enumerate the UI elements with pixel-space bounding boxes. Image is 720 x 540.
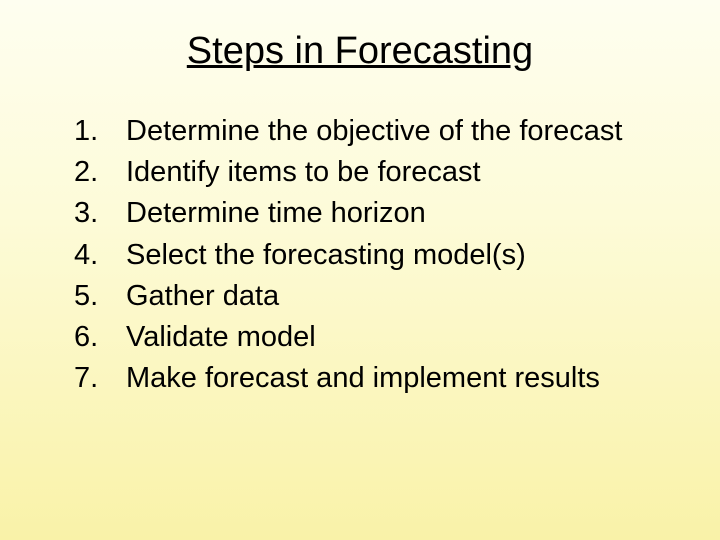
item-number: 6. <box>70 317 126 358</box>
list-item: 3. Determine time horizon <box>70 193 670 234</box>
item-text: Determine time horizon <box>126 193 670 234</box>
slide-container: Steps in Forecasting 1. Determine the ob… <box>0 0 720 540</box>
item-number: 4. <box>70 235 126 276</box>
list-item: 6. Validate model <box>70 317 670 358</box>
item-text: Select the forecasting model(s) <box>126 235 670 276</box>
item-text: Validate model <box>126 317 670 358</box>
item-number: 3. <box>70 193 126 234</box>
item-number: 1. <box>70 111 126 152</box>
list-item: 2. Identify items to be forecast <box>70 152 670 193</box>
item-number: 7. <box>70 358 126 399</box>
list-item: 5. Gather data <box>70 276 670 317</box>
slide-title: Steps in Forecasting <box>50 30 670 73</box>
list-item: 1. Determine the objective of the foreca… <box>70 111 670 152</box>
list-item: 7. Make forecast and implement results <box>70 358 670 399</box>
item-number: 5. <box>70 276 126 317</box>
item-text: Determine the objective of the forecast <box>126 111 670 152</box>
steps-list: 1. Determine the objective of the foreca… <box>50 111 670 399</box>
item-text: Gather data <box>126 276 670 317</box>
list-item: 4. Select the forecasting model(s) <box>70 235 670 276</box>
item-number: 2. <box>70 152 126 193</box>
item-text: Identify items to be forecast <box>126 152 670 193</box>
item-text: Make forecast and implement results <box>126 358 670 399</box>
